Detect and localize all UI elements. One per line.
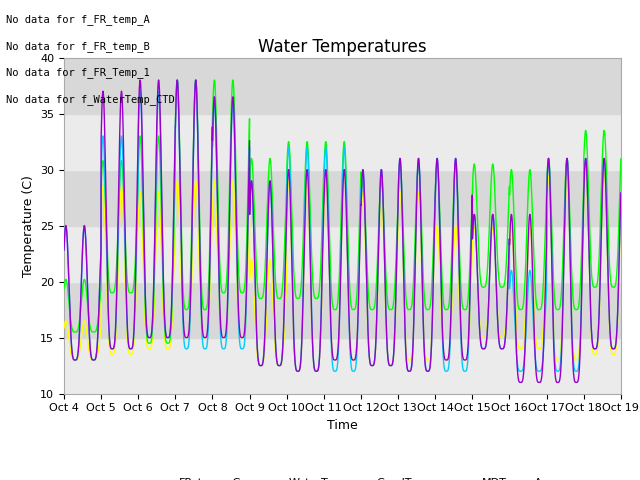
Text: No data for f_WaterTemp_CTD: No data for f_WaterTemp_CTD [6,94,175,105]
X-axis label: Time: Time [327,419,358,432]
Text: No data for f_FR_temp_A: No data for f_FR_temp_A [6,14,150,25]
Y-axis label: Temperature (C): Temperature (C) [22,175,35,276]
Bar [64,337,621,394]
Text: No data for f_FR_Temp_1: No data for f_FR_Temp_1 [6,67,150,78]
Text: No data for f_FR_temp_B: No data for f_FR_temp_B [6,41,150,52]
Bar [64,282,621,337]
Bar [64,226,621,282]
Bar [64,169,621,226]
Bar [64,114,621,169]
Legend: FR_temp_C, WaterT, CondTemp, MDTemp_A: FR_temp_C, WaterT, CondTemp, MDTemp_A [137,473,548,480]
Bar [64,58,621,114]
Title: Water Temperatures: Water Temperatures [258,38,427,56]
